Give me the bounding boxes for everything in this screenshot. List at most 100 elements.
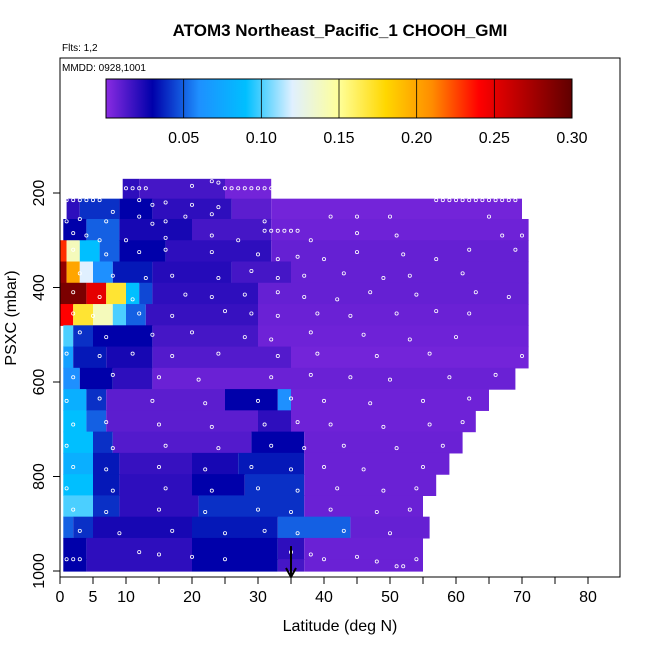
heatmap-cell: [73, 325, 93, 348]
sample-point: [275, 276, 280, 281]
sample-point: [361, 467, 366, 472]
heatmap-cell: [93, 431, 113, 454]
sample-point: [170, 313, 175, 318]
sample-point: [137, 198, 142, 203]
chart-title: ATOM3 Northeast_Pacific_1 CHOOH_GMI: [173, 21, 508, 40]
heatmap-cell: [238, 452, 305, 475]
sample-point: [137, 186, 142, 191]
x-tick-label: 30: [249, 589, 267, 606]
heatmap-cell: [291, 389, 489, 411]
heatmap-cell: [192, 218, 272, 241]
x-axis: 0 5 10 20 30 40 50 60 70 80: [56, 577, 597, 606]
x-tick-label: 5: [89, 589, 98, 606]
heatmap-cell: [244, 474, 305, 496]
sample-point: [64, 398, 69, 403]
sample-points: [64, 179, 525, 569]
sample-point: [150, 221, 155, 226]
sample-point: [295, 420, 300, 425]
heatmap-cell: [152, 367, 516, 390]
heatmap-cell: [225, 178, 272, 200]
sample-point: [137, 250, 142, 255]
sample-point: [104, 420, 109, 425]
plot-area: [60, 178, 529, 572]
sample-point: [401, 252, 406, 257]
heatmap-cell: [271, 218, 529, 241]
x-tick-label: 10: [117, 589, 135, 606]
sample-point: [288, 467, 293, 472]
sample-point: [473, 290, 478, 295]
sample-point: [374, 559, 379, 564]
sample-point: [302, 273, 307, 278]
sample-point: [335, 486, 340, 491]
sample-point: [275, 257, 280, 262]
x-tick-label: 70: [513, 589, 531, 606]
heatmap-cell: [86, 537, 192, 560]
sample-point: [275, 290, 280, 295]
sample-point: [295, 254, 300, 259]
x-tick-label: 50: [381, 589, 399, 606]
y-axis: 200 400 600 800 1000: [31, 180, 60, 589]
heatmap-cell: [63, 367, 80, 390]
heatmap-cell: [112, 367, 153, 390]
heatmap-cell: [139, 282, 153, 305]
heatmap-cell: [79, 367, 113, 390]
sample-point: [308, 552, 313, 557]
sample-point: [150, 202, 155, 207]
sample-point: [407, 337, 412, 342]
sample-point: [255, 486, 260, 491]
sample-point: [77, 557, 82, 562]
sample-point: [209, 294, 214, 299]
sample-point: [262, 228, 267, 233]
sample-point: [71, 311, 76, 316]
sample-point: [77, 198, 82, 203]
sample-point: [493, 372, 498, 377]
sample-point: [467, 396, 472, 401]
heatmap-cell: [60, 304, 74, 326]
sample-point: [315, 351, 320, 356]
sample-point: [414, 486, 419, 491]
sample-point: [77, 216, 82, 221]
sample-point: [420, 465, 425, 470]
sample-point: [414, 292, 419, 297]
sample-point: [71, 557, 76, 562]
sample-point: [288, 509, 293, 514]
heatmap-cell: [119, 198, 153, 220]
sample-point: [189, 202, 194, 207]
sample-point: [77, 330, 82, 335]
y-tick-label: 800: [31, 463, 48, 490]
sample-point: [387, 214, 392, 219]
heatmap-cell: [106, 346, 153, 369]
sample-point: [222, 186, 227, 191]
heatmap-cell: [106, 410, 258, 433]
sample-point: [97, 238, 102, 243]
sample-point: [321, 257, 326, 262]
sample-point: [341, 443, 346, 448]
heatmap-cell: [73, 304, 93, 326]
sample-point: [222, 309, 227, 314]
colorbar-tick-label: 0.10: [246, 130, 277, 147]
sample-point: [427, 422, 432, 427]
sample-point: [407, 273, 412, 278]
heatmap-cell: [63, 346, 74, 369]
sample-point: [374, 354, 379, 359]
heatmap-cell: [63, 516, 74, 539]
sample-point: [163, 486, 168, 491]
sample-point: [434, 198, 439, 203]
sample-point: [130, 186, 135, 191]
sample-point: [255, 507, 260, 512]
heatmap-cell: [86, 282, 107, 305]
sample-point: [328, 214, 333, 219]
plot-frame: [59, 57, 621, 578]
sample-point: [295, 488, 300, 493]
heatmap-cell: [225, 389, 278, 411]
sample-point: [348, 375, 353, 380]
sample-point: [407, 507, 412, 512]
sample-point: [368, 401, 373, 406]
sample-point: [104, 335, 109, 340]
sample-point: [354, 554, 359, 559]
heatmap-cell: [165, 240, 272, 263]
heatmap-cell: [79, 198, 120, 220]
heatmap-cell: [93, 304, 113, 326]
heatmap-cell: [152, 325, 258, 348]
sample-point: [209, 250, 214, 255]
